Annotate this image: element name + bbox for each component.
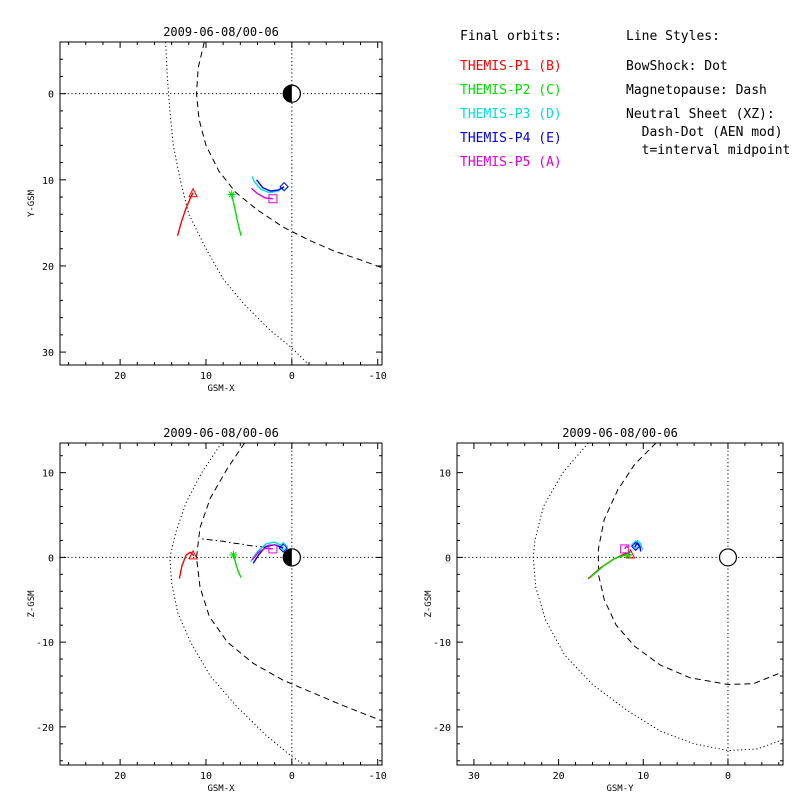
square-marker — [620, 544, 630, 554]
diamond-marker — [278, 543, 288, 553]
y-tick-label: 0 — [48, 90, 54, 101]
triangle-marker — [188, 187, 198, 198]
neutral_sheet-curve — [201, 538, 267, 548]
legend-styles-title: Line Styles: — [626, 29, 720, 44]
triangle-marker — [188, 549, 198, 560]
plot-frame — [59, 41, 383, 366]
orbit-p4 — [256, 179, 285, 192]
y-tick-label: -20 — [433, 723, 451, 734]
x-tick-label: 0 — [289, 771, 295, 782]
diamond-marker — [279, 181, 289, 192]
orbit-p5 — [624, 545, 629, 550]
panel-xy: 2009-06-08/00-06 20 10 0 -10 0 10 20 30 GSM-X Y-GS… — [27, 25, 387, 394]
x-tick-label: 10 — [200, 371, 212, 382]
plot-frame — [59, 442, 383, 766]
x-tick-label: -10 — [369, 771, 387, 782]
x-tick-label: 30 — [468, 771, 480, 782]
y-tick-label: 10 — [42, 176, 54, 187]
square-marker — [268, 194, 278, 204]
x-tick-label: 10 — [637, 771, 649, 782]
orbit-p3 — [250, 541, 284, 562]
orbit-p2 — [231, 194, 242, 236]
legend-style-line: Neutral Sheet (XZ): — [626, 107, 775, 122]
x-tick-label: 20 — [114, 371, 126, 382]
x-tick-label: -10 — [369, 371, 387, 382]
magnetopause-curve — [597, 443, 783, 686]
asterisk-marker — [227, 190, 236, 199]
legend-probe-p5: THEMIS-P5 (A) — [460, 155, 562, 170]
plot-area — [60, 443, 382, 765]
legend-style-line: Magnetopause: Dash — [626, 83, 767, 98]
bowshock-curve — [169, 443, 305, 765]
magnetopause-curve — [195, 443, 382, 722]
bowshock-curve — [532, 443, 783, 752]
y-axis-label: Y-GSM — [27, 189, 37, 217]
y-tick-label: 20 — [42, 262, 54, 273]
legend-style-line: t=interval midpoint — [626, 143, 790, 158]
orbit-p2 — [232, 554, 242, 579]
legend: Final orbits: THEMIS-P1 (B) THEMIS-P2 (C) T… — [460, 29, 790, 170]
plot-area — [457, 443, 783, 765]
y-tick-label: 30 — [42, 348, 54, 359]
diamond-marker — [630, 541, 641, 552]
panel-xz: 2009-06-08/00-06 20 10 0 -10 10 0 -10 -20 GSM-X Z-… — [27, 426, 387, 794]
y-tick-label: -20 — [36, 723, 54, 734]
y-tick-label: 10 — [42, 469, 54, 480]
x-axis-label: GSM-Y — [606, 784, 634, 794]
diamond-marker — [278, 541, 288, 552]
legend-style-line: Dash-Dot (AEN mod) — [626, 125, 783, 140]
asterisk-marker — [624, 550, 633, 559]
earth-marker — [718, 548, 738, 567]
legend-style-line: BowShock: Dot — [626, 59, 728, 74]
plot-area — [60, 42, 382, 365]
panel-title: 2009-06-08/00-06 — [163, 25, 279, 39]
panel-yz: 2009-06-08/00-06 30 20 10 0 10 0 -10 -20 GSM-Y Z-G… — [424, 426, 784, 794]
panel-title: 2009-06-08/00-06 — [163, 426, 279, 440]
orbit-p2 — [589, 554, 629, 579]
x-tick-label: 0 — [725, 771, 731, 782]
plot-frame — [456, 442, 784, 766]
earth-night-side — [283, 85, 292, 103]
orbit-p1 — [176, 192, 194, 236]
y-axis-label: Z-GSM — [424, 590, 434, 618]
orbit-p4 — [252, 543, 284, 564]
x-axis-label: GSM-X — [207, 784, 235, 794]
magnetopause-curve — [195, 42, 382, 269]
x-tick-label: 20 — [553, 771, 565, 782]
earth-night-side — [283, 548, 292, 566]
square-marker — [268, 544, 278, 554]
x-tick-label: 10 — [200, 771, 212, 782]
y-tick-label: 0 — [445, 553, 451, 564]
x-tick-label: 20 — [114, 771, 126, 782]
legend-probe-p2: THEMIS-P2 (C) — [460, 83, 562, 98]
y-axis-label: Z-GSM — [27, 590, 37, 618]
legend-probe-p1: THEMIS-P1 (B) — [460, 59, 562, 74]
y-tick-label: 0 — [48, 553, 54, 564]
asterisk-marker — [229, 550, 238, 559]
legend-orbits-title: Final orbits: — [460, 29, 562, 44]
x-tick-label: 0 — [289, 371, 295, 382]
legend-probe-p4: THEMIS-P4 (E) — [460, 131, 562, 146]
x-axis-label: GSM-X — [207, 384, 235, 394]
orbit-p1 — [178, 551, 195, 579]
legend-probe-p3: THEMIS-P3 (D) — [460, 107, 562, 122]
y-tick-label: -10 — [36, 638, 54, 649]
y-tick-label: 10 — [439, 469, 451, 480]
panel-title: 2009-06-08/00-06 — [562, 426, 678, 440]
y-tick-label: -10 — [433, 638, 451, 649]
